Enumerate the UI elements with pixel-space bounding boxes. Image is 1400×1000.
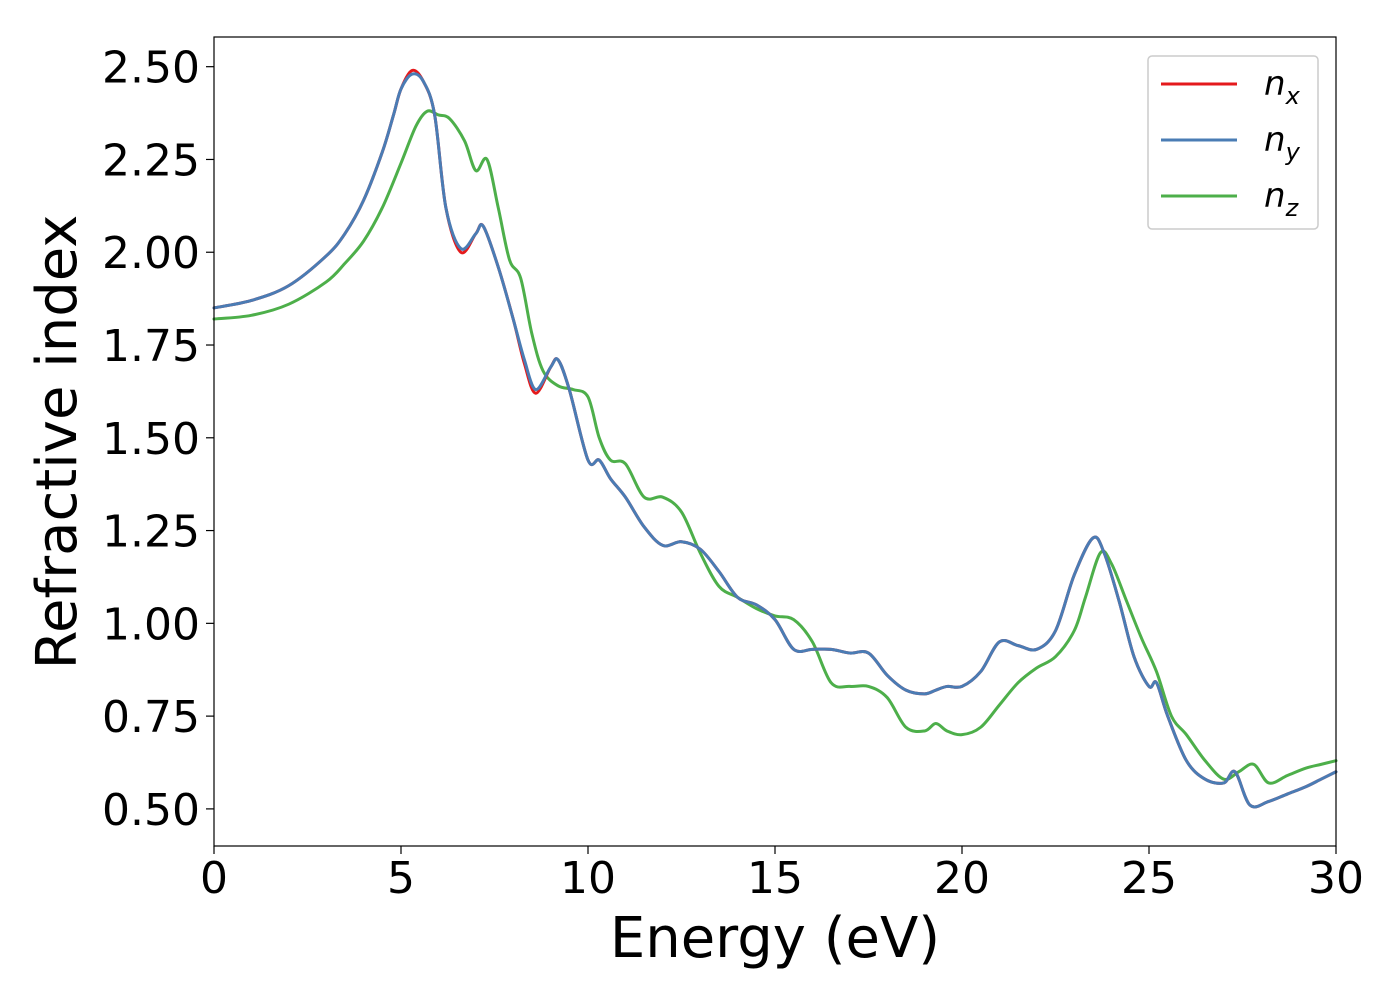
legend-box [1147, 55, 1319, 230]
x-tick-label: 20 [934, 853, 990, 904]
y-tick-label: 1.25 [102, 507, 200, 558]
legend-label-n-x: nx [1264, 64, 1301, 110]
x-tick-label: 10 [560, 853, 616, 904]
series-line-n-y [212, 72, 1338, 809]
x-tick-label: 5 [387, 853, 415, 904]
y-axis-title: Refractive index [25, 215, 90, 670]
x-tick-label: 0 [200, 853, 228, 904]
legend-items: nx ny nz [1161, 64, 1301, 222]
series-line-n-z [212, 109, 1338, 785]
x-axis: 0 5 10 15 20 25 30 [200, 846, 1364, 904]
legend-label-n-z: nz [1264, 176, 1300, 222]
legend: nx ny nz [1147, 55, 1319, 230]
x-tick-label: 25 [1121, 853, 1177, 904]
y-tick-label: 0.75 [102, 692, 200, 743]
legend-label-n-y: ny [1264, 120, 1301, 166]
y-tick-label: 0.50 [102, 785, 200, 836]
y-tick-label: 2.00 [102, 228, 200, 279]
series-lines [212, 68, 1338, 809]
y-tick-label: 1.75 [102, 321, 200, 372]
y-tick-label: 2.50 [102, 43, 200, 94]
y-tick-label: 1.00 [102, 599, 200, 650]
y-axis: 0.50 0.75 1.00 1.25 1.50 1.75 2.00 2.25 2.50 [102, 43, 214, 836]
y-tick-label: 1.50 [102, 414, 200, 465]
x-axis-title: Energy (eV) [610, 906, 940, 971]
y-tick-label: 2.25 [102, 135, 200, 186]
x-tick-label: 30 [1308, 853, 1364, 904]
x-tick-label: 15 [747, 853, 803, 904]
